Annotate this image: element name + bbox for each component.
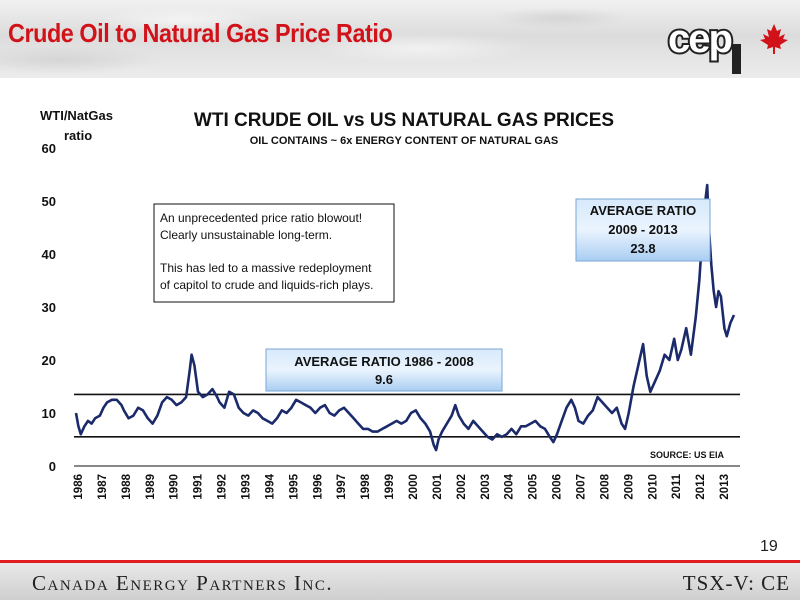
footer-accent-line — [0, 560, 800, 563]
annotation-line1: An unprecedented price ratio blowout! — [160, 211, 362, 225]
y-tick-label: 40 — [42, 247, 56, 262]
y-tick-label: 0 — [49, 459, 56, 474]
avg-box-2009-value: 23.8 — [630, 241, 655, 256]
maple-leaf-icon — [760, 24, 788, 54]
x-tick-label: 1995 — [288, 473, 300, 499]
x-axis: 1986 1987 1988 1989 1990 1991 1992 1993 1994 1995… — [73, 473, 731, 499]
x-tick-label: 1993 — [240, 474, 252, 500]
y-tick-label: 30 — [42, 300, 56, 315]
annotation-line4: of capitol to crude and liquids-rich pla… — [160, 278, 373, 292]
x-tick-label: 2007 — [575, 474, 587, 500]
x-tick-label: 2009 — [623, 474, 635, 500]
chart-ylabel-line1: WTI/NatGas — [40, 108, 113, 123]
x-tick-label: 1986 — [73, 474, 85, 500]
y-tick-label: 10 — [42, 406, 56, 421]
annotation-line2: Clearly unsustainable long-term. — [160, 228, 332, 242]
x-tick-label: 2003 — [480, 474, 492, 500]
footer-ticker: TSX-V: CE — [682, 571, 790, 595]
x-tick-label: 2001 — [432, 473, 444, 499]
reference-lines — [74, 393, 740, 438]
ratio-chart: WTI/NatGas ratio WTI CRUDE OIL vs US NAT… — [40, 108, 740, 500]
x-tick-label: 1987 — [97, 474, 109, 500]
slide-title: Crude Oil to Natural Gas Price Ratio — [8, 18, 393, 48]
x-tick-label: 2000 — [408, 474, 420, 500]
header-marble-texture — [0, 0, 800, 78]
x-tick-label: 2011 — [671, 473, 683, 499]
x-tick-label: 1992 — [217, 474, 229, 500]
y-axis: 0 10 20 30 40 50 60 — [42, 141, 56, 474]
x-tick-label: 2005 — [528, 473, 540, 499]
chart-container: WTI/NatGas ratio WTI CRUDE OIL vs US NAT… — [34, 100, 746, 518]
x-tick-label: 1996 — [312, 474, 324, 500]
avg-box-1986-2008-value: 9.6 — [375, 372, 393, 387]
y-tick-label: 60 — [42, 141, 56, 156]
slide-footer: Canada Energy Partners Inc. TSX-V: CE — [0, 563, 800, 600]
chart-source: SOURCE: US EIA — [650, 450, 725, 460]
y-tick-label: 20 — [42, 353, 56, 368]
x-tick-label: 1988 — [121, 473, 133, 499]
x-tick-label: 2012 — [695, 474, 707, 500]
avg-box-2009-label2: 2009 - 2013 — [608, 222, 677, 237]
ratio-series-line — [74, 183, 736, 452]
x-tick-label: 1994 — [264, 473, 276, 499]
cep-logo-stem — [732, 44, 741, 74]
y-tick-label: 50 — [42, 194, 56, 209]
x-tick-label: 1991 — [193, 473, 205, 499]
x-tick-label: 2013 — [719, 474, 731, 500]
slide-header: Crude Oil to Natural Gas Price Ratio cep — [0, 0, 800, 78]
annotation-line3: This has led to a massive redeployment — [160, 261, 372, 275]
cep-logo-text: cep — [668, 17, 731, 61]
x-tick-label: 2006 — [552, 474, 564, 500]
x-tick-label: 2002 — [456, 474, 468, 500]
avg-box-1986-2008-label: AVERAGE RATIO 1986 - 2008 — [294, 354, 473, 369]
x-tick-label: 1989 — [145, 474, 157, 500]
cep-logo: cep — [666, 15, 788, 74]
footer-company-name: Canada Energy Partners Inc. — [32, 571, 334, 595]
x-tick-label: 1999 — [384, 474, 396, 500]
x-tick-label: 2008 — [599, 473, 611, 499]
x-tick-label: 1997 — [336, 474, 348, 500]
chart-ylabel-line2: ratio — [64, 128, 92, 143]
annotation-box: An unprecedented price ratio blowout! Cl… — [153, 203, 395, 303]
chart-subtitle: OIL CONTAINS ~ 6x ENERGY CONTENT OF NATU… — [250, 135, 559, 147]
chart-title: WTI CRUDE OIL vs US NATURAL GAS PRICES — [194, 110, 614, 131]
avg-box-1986-2008: AVERAGE RATIO 1986 - 2008 9.6 — [265, 348, 503, 392]
x-tick-label: 2004 — [504, 473, 516, 499]
avg-box-2009-label1: AVERAGE RATIO — [590, 203, 696, 218]
x-tick-label: 1998 — [360, 473, 372, 499]
x-tick-label: 1990 — [169, 474, 181, 500]
page-number: 19 — [760, 538, 778, 555]
avg-box-2009-2013: AVERAGE RATIO 2009 - 2013 23.8 — [575, 198, 711, 262]
x-tick-label: 2010 — [647, 474, 659, 500]
